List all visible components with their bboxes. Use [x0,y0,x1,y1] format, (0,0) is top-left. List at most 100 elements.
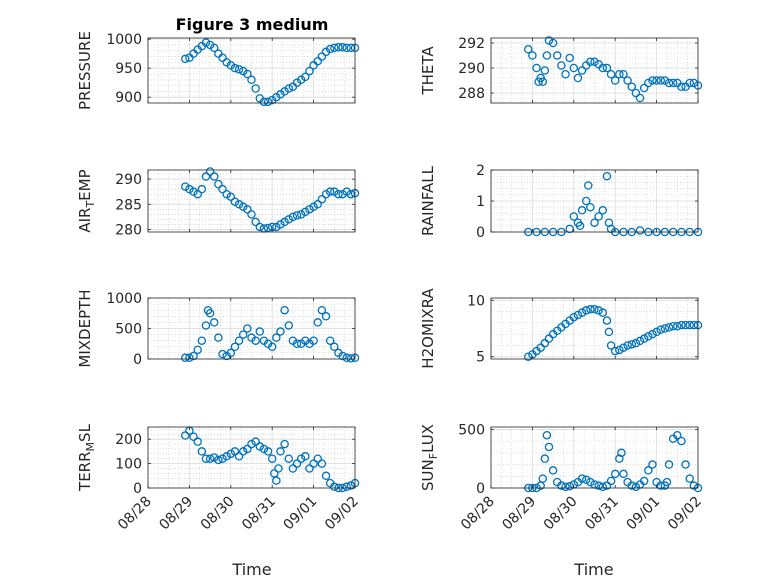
data-point [656,76,665,85]
data-point [255,327,265,336]
data-point [627,82,637,92]
y-axis-label: RAINFALL [419,165,437,236]
data-point [538,474,548,483]
data-point [689,78,699,88]
data-point [276,220,285,229]
data-point [581,475,591,485]
data-point [590,305,599,314]
x-tick-label: 09/01 [281,494,321,534]
data-point [197,447,207,456]
data-point [342,353,351,363]
data-point [544,442,554,452]
x-tick-label: 08/28 [458,494,498,534]
x-tick-label: 08/31 [582,494,622,534]
data-point [209,172,219,181]
data-point [317,52,327,61]
subplot-3: 280 285 290 AIRTEMP [76,167,360,238]
data-point [346,354,356,363]
data-point [214,179,223,189]
data-point [598,206,608,215]
data-point [325,187,335,196]
data-point [557,61,566,70]
data-point [660,324,670,333]
x-tick-label: 09/02 [322,494,362,534]
data-point [201,38,211,47]
data-point [189,351,198,361]
data-point [230,342,240,352]
data-point [594,481,603,490]
y-tick-label: 0 [133,481,142,497]
data-point [214,333,223,342]
figure-title: Figure 3 medium [176,15,329,34]
axes-box [490,297,699,360]
data-point [346,481,356,490]
data-point [238,447,248,456]
y-tick-label: 900 [115,90,142,106]
data-point [652,327,661,337]
data-point [296,454,306,463]
data-point [251,336,260,345]
x-tick-label: 08/30 [198,494,238,534]
data-point [528,51,537,60]
data-point [548,38,558,48]
y-axis-label-subscript: T [84,201,97,209]
x-tick-label: 09/02 [665,494,705,534]
data-point [635,226,645,235]
y-axis-label: TERRMSL [76,423,97,492]
subplot-5: 0 500 1000 MIXDEPTH [76,289,360,368]
data-point [263,97,273,107]
data-point [577,474,587,483]
data-point [280,305,289,315]
data-point [524,45,533,54]
data-point [635,336,645,346]
data-point [226,449,236,459]
data-point [270,469,279,478]
data-point [569,212,579,221]
y-tick-label: 1 [476,194,485,210]
data-point [193,437,202,446]
data-point [276,447,285,456]
subplot-2: 288 290 292 THETA [419,36,703,104]
data-point [648,76,657,85]
y-tick-label: 290 [115,172,142,188]
data-point [557,481,566,490]
data-point [689,481,699,490]
data-point [218,184,227,194]
y-tick-label: 200 [115,432,142,448]
data-point [610,346,620,356]
data-point [197,184,207,194]
data-point [677,436,686,446]
y-axis-label-suffix: LUX [419,424,437,453]
data-point [544,36,554,45]
data-point [590,57,599,67]
data-point [573,310,583,320]
y-axis-label: H2OMIXRA [419,288,437,369]
x-tick-label: 09/01 [624,494,664,534]
x-tick-label: 08/30 [541,494,581,534]
subplot-6: 5 10 H2OMIXRA [419,288,703,369]
data-point [606,476,616,486]
data-point [255,222,265,232]
data-point [606,70,616,79]
y-axis-label: MIXDEPTH [76,289,94,367]
y-axis-label-main: TERR [76,451,94,492]
data-point [586,477,595,487]
data-point [598,63,608,73]
data-point [615,454,624,463]
data-point [218,53,227,62]
data-point [664,460,674,469]
data-point [639,476,649,486]
data-point [301,207,310,217]
data-point [292,339,302,348]
y-axis-label-main: AIR [76,208,94,233]
data-point [238,202,248,212]
data-point [263,447,273,456]
data-point [181,182,190,191]
data-point [201,172,211,181]
y-axis-label-subscript: F [427,453,440,459]
data-point [272,222,281,232]
data-point [542,430,552,440]
data-point [685,78,694,88]
y-tick-label: 0 [133,352,142,368]
